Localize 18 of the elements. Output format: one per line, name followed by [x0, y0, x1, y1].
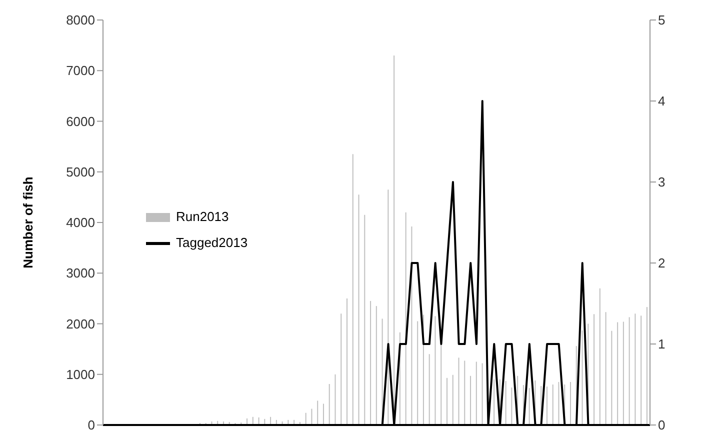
- y-tick-label: 6000: [66, 114, 95, 129]
- y2-tick-label: 3: [658, 174, 666, 190]
- y2-tick-label: 4: [658, 94, 666, 109]
- y-tick-label: 0: [88, 418, 95, 433]
- y-axis-title: Number of fish: [20, 176, 36, 268]
- legend-label: Tagged2013: [176, 234, 248, 252]
- y-tick-label: 3000: [66, 266, 95, 281]
- y-tick-label: 1000: [66, 366, 95, 382]
- y-tick-label: 5000: [66, 164, 95, 180]
- y2-tick-label: 0: [658, 418, 666, 433]
- y2-tick-label: 1: [658, 336, 666, 352]
- legend-label: Run2013: [176, 208, 229, 226]
- y-tick-label: 4000: [66, 215, 95, 230]
- y2-tick-label: 2: [658, 256, 666, 271]
- y-tick-label: 8000: [66, 12, 95, 28]
- y-tick-label: 7000: [66, 63, 95, 78]
- y2-tick-label: 5: [658, 12, 666, 28]
- y-tick-label: 2000: [66, 316, 95, 332]
